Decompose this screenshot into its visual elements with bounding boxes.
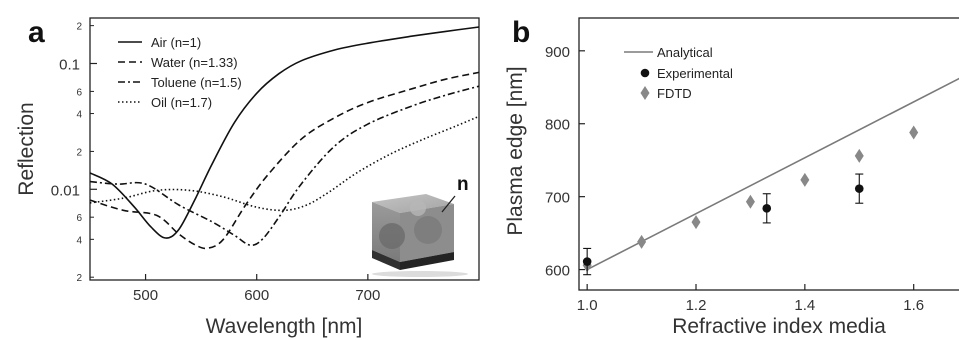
legend-label-toluene: Toluene (n=1.5) bbox=[151, 75, 242, 90]
legend-label-experimental: Experimental bbox=[657, 66, 733, 81]
panel-a-tick-labels: 500 600 700 0.01 0.1 2 4 6 2 4 6 2 bbox=[51, 22, 381, 304]
experimental-point bbox=[762, 204, 772, 213]
panel-b-y-tick-label: 900 bbox=[545, 44, 570, 61]
series-line-air bbox=[89, 26, 480, 239]
panel-b-x-tick-label: 1.4 bbox=[794, 297, 815, 314]
panel-b: b 1.0 1.2 1.4 1.6 600 700 800 900 Analytical Ex… bbox=[504, 16, 959, 338]
panel-b-x-tick-label: 1.2 bbox=[686, 297, 707, 314]
panel-b-tick-labels: 1.0 1.2 1.4 1.6 600 700 800 900 bbox=[545, 44, 924, 314]
panel-a-series-lines bbox=[89, 26, 480, 250]
inset-refractive-index-label: n bbox=[457, 174, 469, 195]
fdtd-point bbox=[637, 234, 647, 249]
fdtd-point bbox=[909, 125, 919, 140]
fdtd-point bbox=[800, 172, 810, 187]
series-line-water bbox=[89, 71, 480, 250]
panel-a-y-minor-tick-label: 2 bbox=[76, 273, 82, 284]
legend-label-air: Air (n=1) bbox=[151, 35, 201, 50]
panel-b-plot-frame bbox=[578, 17, 959, 291]
panel-a-x-tick-label: 700 bbox=[355, 287, 380, 304]
experimental-point bbox=[854, 184, 864, 193]
panel-a-legend: Air (n=1) Water (n=1.33) Toluene (n=1.5)… bbox=[118, 35, 242, 110]
fdtd-point bbox=[691, 215, 701, 230]
panel-a: a 500 600 700 0.01 0.1 2 4 6 2 4 6 2 bbox=[15, 16, 480, 338]
legend-label-oil: Oil (n=1.7) bbox=[151, 95, 212, 110]
nanostructure-inset-image bbox=[372, 194, 468, 277]
panel-b-x-axis-label: Refractive index media bbox=[672, 315, 886, 338]
panel-a-x-axis-label: Wavelength [nm] bbox=[206, 315, 363, 338]
legend-label-fdtd: FDTD bbox=[657, 86, 692, 101]
panel-a-y-axis-label: Reflection bbox=[15, 102, 38, 195]
fdtd-point bbox=[854, 148, 864, 163]
panel-b-x-tick-label: 1.0 bbox=[577, 297, 598, 314]
panel-a-y-minor-tick-label: 6 bbox=[76, 87, 82, 98]
legend-label-analytical: Analytical bbox=[657, 45, 713, 60]
series-line-oil bbox=[89, 115, 480, 212]
panel-b-x-tick-label: 1.6 bbox=[903, 297, 924, 314]
panel-a-y-tick-label: 0.1 bbox=[59, 56, 80, 73]
panel-a-y-minor-tick-label: 4 bbox=[76, 110, 82, 121]
panel-b-y-axis-label: Plasma edge [nm] bbox=[504, 66, 527, 235]
panel-a-x-tick-label: 500 bbox=[133, 287, 158, 304]
experimental-point bbox=[582, 257, 592, 266]
panel-b-series-marks bbox=[582, 77, 959, 276]
legend-swatch-fdtd bbox=[640, 86, 650, 100]
panel-a-y-minor-tick-label: 2 bbox=[76, 22, 82, 33]
panel-b-letter: b bbox=[512, 16, 530, 49]
fdtd-point bbox=[745, 194, 755, 209]
panel-a-ticks bbox=[90, 25, 369, 280]
panel-b-y-tick-label: 600 bbox=[545, 263, 570, 280]
panel-a-y-minor-tick-label: 4 bbox=[76, 235, 82, 246]
panel-b-y-tick-label: 700 bbox=[545, 190, 570, 207]
series-line-toluene bbox=[89, 85, 480, 247]
panel-b-legend: Analytical Experimental FDTD bbox=[624, 45, 733, 101]
series-line-analytical bbox=[586, 77, 959, 271]
panel-a-x-tick-label: 600 bbox=[244, 287, 269, 304]
panel-a-y-tick-label: 0.01 bbox=[51, 182, 80, 199]
panel-b-y-tick-label: 800 bbox=[545, 117, 570, 134]
panel-b-ticks bbox=[579, 50, 915, 290]
panel-a-y-minor-tick-label: 2 bbox=[76, 147, 82, 158]
panel-a-y-minor-tick-label: 6 bbox=[76, 213, 82, 224]
legend-swatch-experimental bbox=[640, 68, 650, 78]
legend-label-water: Water (n=1.33) bbox=[151, 55, 238, 70]
panel-a-plot-frame bbox=[89, 17, 480, 281]
panel-a-letter: a bbox=[28, 16, 45, 49]
